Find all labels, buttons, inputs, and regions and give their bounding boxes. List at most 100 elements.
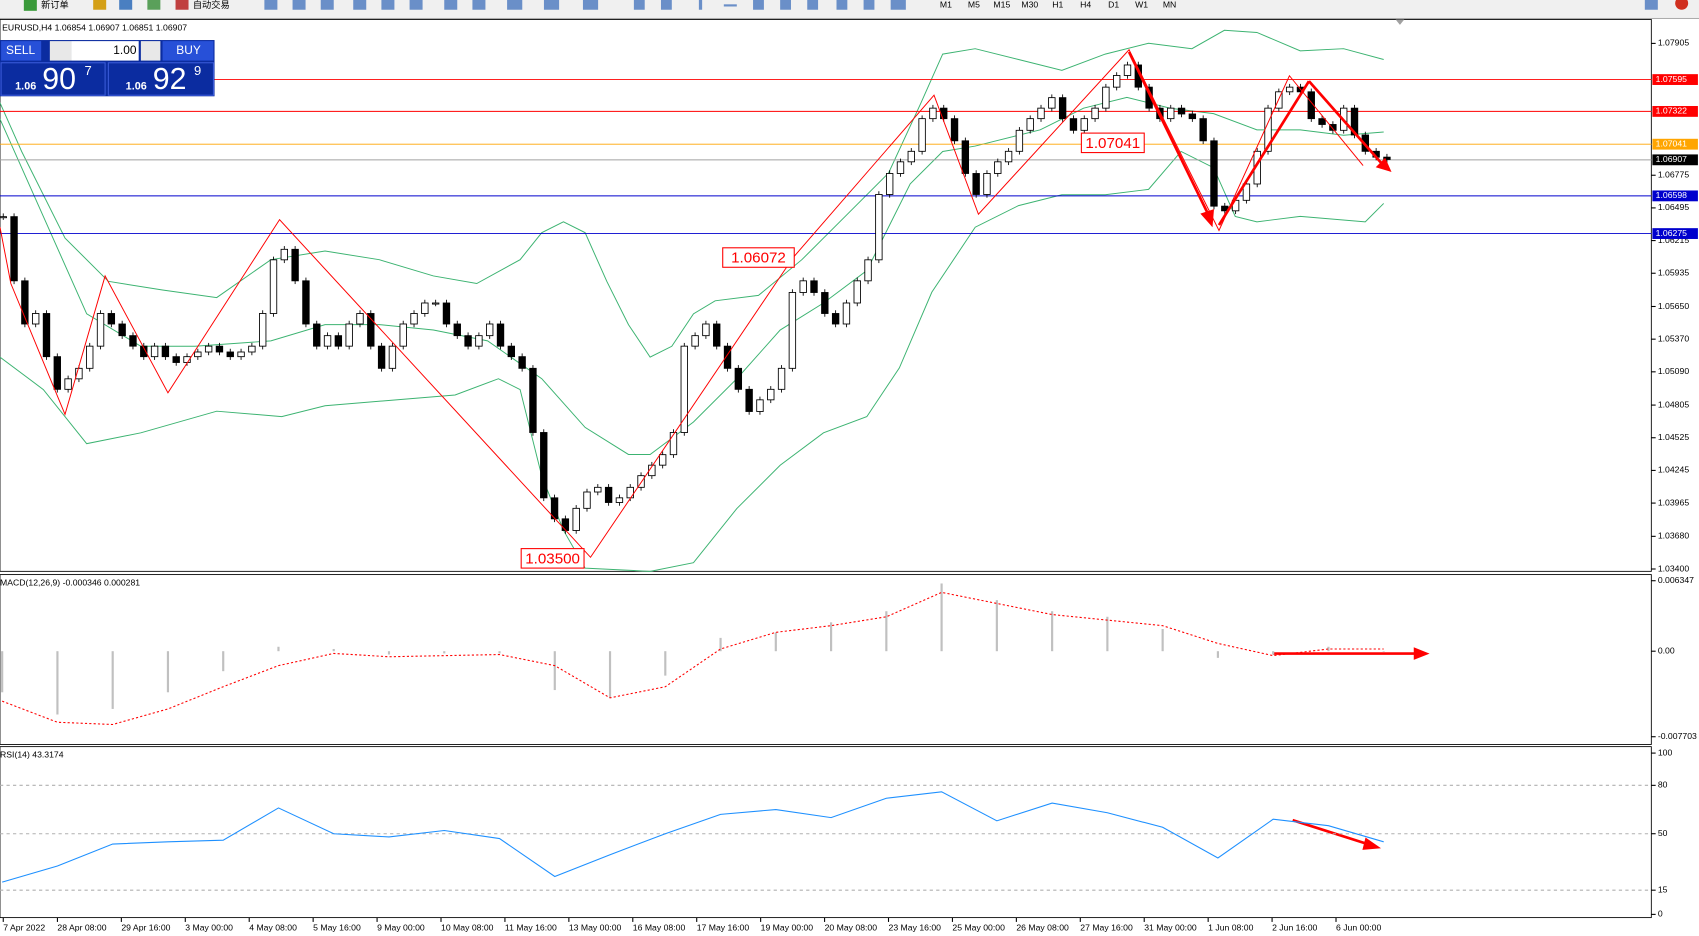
candle [799, 280, 807, 293]
tool-icon[interactable] [292, 0, 306, 10]
macd-bar [719, 637, 722, 652]
y-tick-label: 1.06775 [1658, 170, 1689, 180]
auto-trading-button[interactable]: 自动交易 [193, 0, 230, 10]
fibo[interactable] [807, 0, 819, 10]
x-tick-label: 2 Jun 16:00 [1272, 923, 1317, 933]
macd: MACD(12,26,9) -0.000346 0.000281 [0, 578, 1385, 726]
macd-bar [111, 651, 114, 709]
candle [842, 302, 851, 325]
search[interactable] [1644, 0, 1658, 10]
candle [594, 486, 602, 493]
cursor[interactable] [633, 0, 645, 10]
candle [940, 107, 948, 120]
label-tool[interactable] [863, 0, 875, 10]
arrows-tool[interactable] [890, 0, 906, 10]
tool-icon[interactable] [320, 0, 334, 10]
tool-icon[interactable] [472, 0, 486, 10]
notification[interactable] [1675, 0, 1689, 10]
candle [96, 313, 105, 347]
candle [388, 345, 397, 369]
timeframe-button[interactable]: D1 [1108, 0, 1119, 10]
candle [1080, 118, 1088, 131]
tool-icon[interactable] [264, 0, 278, 10]
timeframe-button[interactable]: MN [1163, 0, 1176, 10]
candle [1210, 140, 1218, 207]
candle [1383, 156, 1391, 160]
lot-value[interactable]: 1.00 [113, 43, 137, 57]
hline[interactable] [723, 4, 737, 7]
lot-down[interactable] [49, 41, 72, 61]
timeframe-button[interactable]: M15 [993, 0, 1010, 10]
bid-big-figure: 1.06 [15, 80, 36, 92]
candle [21, 280, 29, 325]
vline[interactable] [698, 0, 703, 10]
indicator-title: MACD(12,26,9) -0.000346 0.000281 [0, 578, 140, 588]
candle [421, 302, 429, 314]
timeframe-button[interactable]: H1 [1052, 0, 1063, 10]
timeframe-button[interactable]: H4 [1080, 0, 1091, 10]
bid-box[interactable] [0, 62, 106, 96]
candle [107, 313, 116, 325]
y-tick-label: 50 [1658, 828, 1668, 838]
auto-trading-icon[interactable] [175, 0, 189, 10]
zoom-out[interactable] [381, 0, 395, 10]
price-level-tag [1652, 138, 1698, 150]
tool-icon[interactable] [119, 0, 133, 10]
price-levels [0, 79, 1652, 235]
timeframe-button[interactable]: M1 [940, 0, 952, 10]
candle [86, 345, 94, 369]
tool-icon[interactable] [147, 0, 161, 10]
buy-label[interactable]: BUY [176, 43, 201, 57]
candle [475, 335, 483, 347]
price-level-label: 1.06907 [1656, 154, 1687, 164]
candle [1015, 129, 1024, 152]
arrows [1127, 51, 1430, 850]
text-tool[interactable] [836, 0, 848, 10]
candle [194, 351, 202, 358]
zoom-in[interactable] [353, 0, 367, 10]
tile[interactable] [409, 0, 423, 10]
sell-button[interactable] [1, 41, 42, 61]
toolbar-icons [264, 0, 1658, 10]
channel[interactable] [780, 0, 791, 10]
periods[interactable] [543, 0, 560, 10]
new-order-icon[interactable] [23, 0, 37, 11]
indicators[interactable] [507, 0, 523, 10]
candle [1188, 113, 1197, 120]
crosshair[interactable] [660, 0, 672, 10]
bid-point: 7 [85, 63, 92, 78]
sell-label[interactable]: SELL [6, 43, 36, 57]
templates[interactable] [582, 0, 599, 10]
x-tick-label: 10 May 08:00 [441, 923, 494, 933]
trendline[interactable] [753, 0, 764, 10]
y-tick-label: 100 [1658, 747, 1673, 757]
macd-bar [829, 622, 833, 652]
price-level-label: 1.07322 [1656, 106, 1687, 116]
macd-bar [1051, 611, 1054, 652]
candle [1350, 107, 1359, 136]
annotation: 1.07041 [1085, 135, 1140, 152]
candle [972, 173, 980, 195]
timeframe-button[interactable]: M5 [968, 0, 980, 10]
annotation-box [1080, 132, 1145, 154]
candle [1058, 97, 1067, 120]
candle [658, 454, 667, 466]
lot-up[interactable] [140, 41, 161, 61]
candle [42, 313, 51, 358]
new-order-button[interactable]: 新订单 [41, 0, 69, 10]
y-tick-label: 1.04245 [1658, 465, 1689, 475]
macd-bar [1161, 628, 1164, 652]
ask-box[interactable] [107, 62, 215, 96]
tool-icon[interactable] [93, 0, 107, 10]
candle [1285, 86, 1294, 93]
timeframe-button[interactable]: W1 [1135, 0, 1148, 10]
candle [961, 140, 970, 174]
price-level-label: 1.06275 [1656, 228, 1687, 238]
arrow-line [1307, 80, 1384, 166]
lot-input[interactable] [71, 41, 139, 61]
annotation-box [520, 548, 585, 569]
x-tick-label: 29 Apr 16:00 [121, 923, 170, 933]
timeframe-button[interactable]: M30 [1021, 0, 1038, 10]
buy-button[interactable] [162, 41, 214, 61]
tool-icon[interactable] [444, 0, 458, 10]
